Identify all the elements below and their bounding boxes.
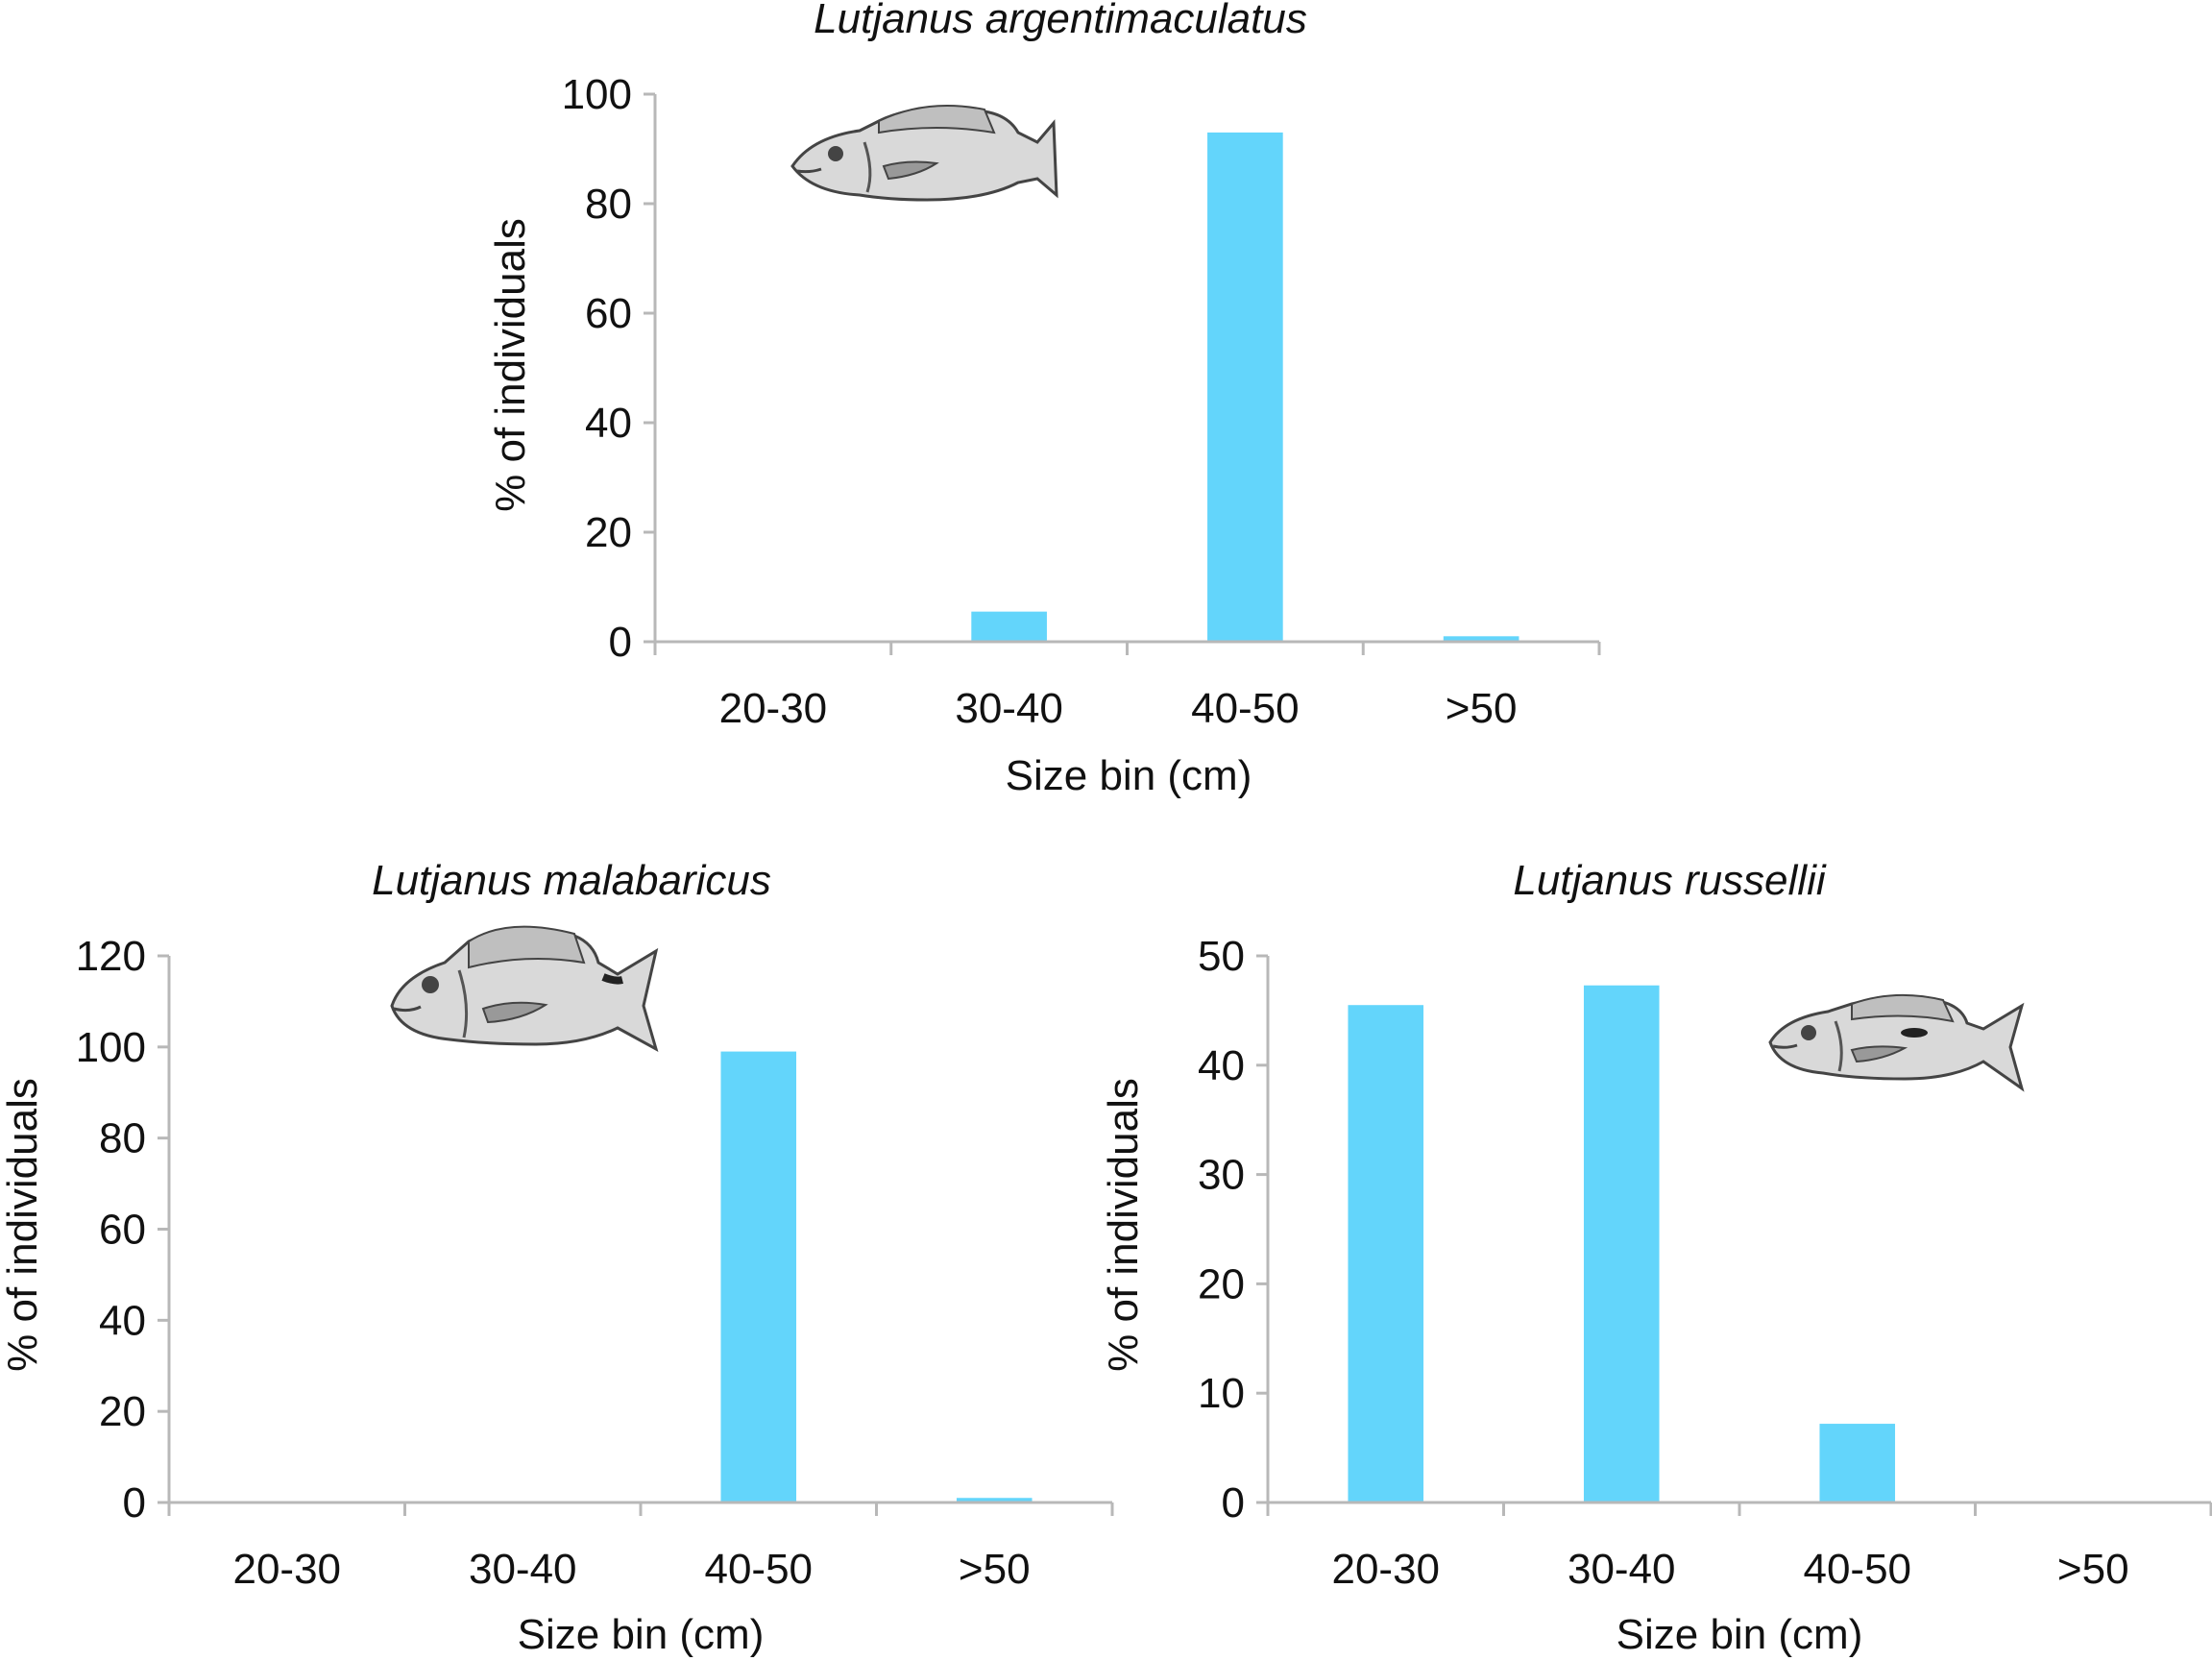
y-tick-label: 80	[99, 1115, 146, 1162]
y-axis-label: % of individuals	[1100, 1078, 1147, 1372]
y-tick-label: 0	[1222, 1479, 1245, 1527]
y-tick-label: 40	[99, 1297, 146, 1344]
chart-title: Lutjanus russellii	[1513, 857, 1826, 904]
chart-argentimaculatus: Lutjanus argentimaculatus % of individua…	[487, 0, 1601, 799]
x-tick-label: >50	[959, 1546, 1031, 1593]
y-tick-label: 50	[1198, 933, 1245, 980]
y-tick-label: 30	[1198, 1152, 1245, 1199]
x-tick-label: 40-50	[704, 1546, 813, 1593]
x-tick-label: 30-40	[469, 1546, 577, 1593]
chart-malabaricus: Lutjanus malabaricus % of individuals Si…	[0, 857, 1114, 1658]
x-tick-label: 20-30	[1331, 1546, 1440, 1593]
plot-area: 0 20 40 60 80 100 20-30 30-40 40-50 >50	[562, 71, 1601, 732]
y-tick-label: 10	[1198, 1370, 1245, 1417]
x-tick-label: 30-40	[1568, 1546, 1676, 1593]
y-tick-label: 0	[123, 1479, 146, 1527]
chart-russellii: Lutjanus russellii % of individuals Size…	[1100, 857, 2212, 1658]
x-tick-label: >50	[1446, 685, 1518, 732]
x-axis-label: Size bin (cm)	[1616, 1611, 1863, 1658]
y-tick-label: 40	[1198, 1042, 1245, 1089]
x-axis-label: Size bin (cm)	[1006, 752, 1252, 799]
bar	[720, 1051, 797, 1502]
bar	[1348, 1005, 1424, 1502]
y-axis-label: % of individuals	[487, 218, 534, 512]
bar	[1819, 1424, 1896, 1502]
y-tick-label: 60	[585, 290, 632, 337]
x-tick-label: 30-40	[955, 685, 1063, 732]
x-tick-label: 40-50	[1803, 1546, 1911, 1593]
bar	[1443, 636, 1519, 642]
x-axis-label: Size bin (cm)	[518, 1611, 765, 1658]
plot-area: 0 10 20 30 40 50 20-30 30-40 40-50 >50	[1198, 933, 2212, 1593]
fish-illustration	[390, 925, 659, 1053]
y-tick-label: 100	[76, 1024, 146, 1071]
y-tick-label: 20	[99, 1388, 146, 1435]
bar	[1583, 985, 1660, 1502]
x-tick-label: 40-50	[1191, 685, 1300, 732]
x-tick-label: 20-30	[719, 685, 828, 732]
y-tick-label: 120	[76, 933, 146, 980]
bar	[971, 611, 1047, 642]
y-tick-label: 20	[1198, 1260, 1245, 1307]
bar	[956, 1498, 1033, 1502]
y-tick-label: 80	[585, 181, 632, 228]
y-tick-label: 0	[609, 619, 632, 666]
fish-illustration	[1768, 993, 2025, 1092]
chart-title: Lutjanus malabaricus	[372, 857, 771, 904]
y-tick-label: 40	[585, 400, 632, 447]
x-tick-label: >50	[2057, 1546, 2129, 1593]
y-tick-label: 20	[585, 509, 632, 556]
y-tick-label: 100	[562, 71, 632, 118]
y-tick-label: 60	[99, 1207, 146, 1254]
chart-title: Lutjanus argentimaculatus	[814, 0, 1307, 42]
fish-illustration	[790, 105, 1058, 202]
bar	[1207, 132, 1283, 642]
x-tick-label: 20-30	[232, 1546, 341, 1593]
plot-area: 0 20 40 60 80 100 120 20-30 30-40 40-50 >50	[76, 933, 1114, 1593]
y-axis-label: % of individuals	[0, 1078, 46, 1372]
